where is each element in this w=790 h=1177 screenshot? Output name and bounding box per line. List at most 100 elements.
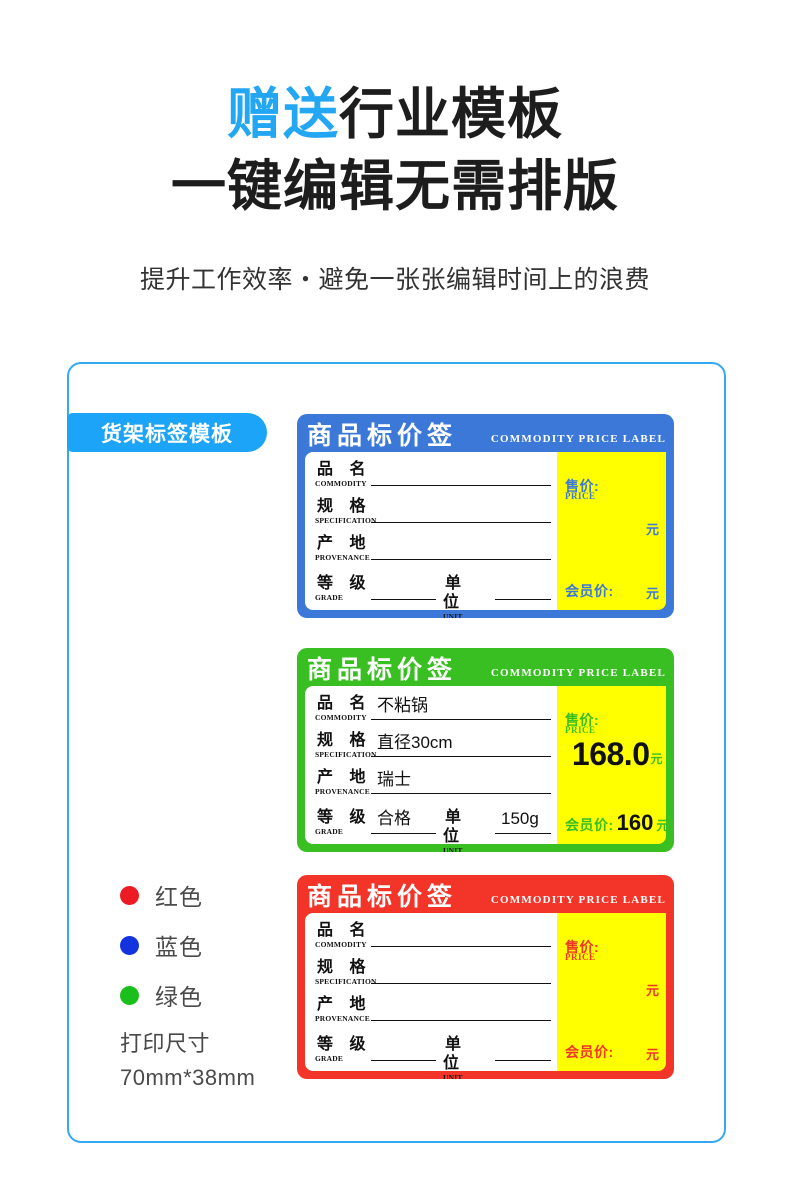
field-label-en: PROVENANCE: [315, 1014, 370, 1023]
label-fields-blue: 品 名 COMMODITY 规 格 SPECIFICATION: [305, 452, 557, 618]
label-header-blue: 商品标价签 COMMODITY PRICE LABEL: [297, 414, 674, 456]
label-title-green: 商品标价签: [307, 656, 458, 684]
member-price-yuan-red: 元: [645, 1047, 659, 1062]
member-price-red: 会员价:: [565, 1037, 617, 1063]
field-underline: [371, 559, 551, 560]
field-label-unit-green: 单 位 UNIT: [443, 808, 495, 852]
field-label-cn: 规 格: [317, 732, 372, 749]
price-amount-green-wrap: 168.0元: [561, 736, 663, 777]
field-label-en: COMMODITY: [315, 940, 367, 949]
legend-item-blue: 蓝色: [120, 920, 203, 970]
headline-line-1: 赠送行业模板: [0, 78, 790, 150]
field-underline: [371, 485, 551, 486]
field-label-grade-blue: 等 级 GRADE: [315, 574, 373, 602]
field-label-cn: 单 位: [443, 809, 468, 845]
field-underline-unit: [495, 1060, 551, 1061]
page-headline: 赠送行业模板 一键编辑无需排版: [0, 78, 790, 222]
price-sell-label-en-blue: PRICE: [565, 491, 596, 501]
color-dot-red-icon: [120, 885, 139, 905]
field-label-en: PROVENANCE: [315, 553, 370, 562]
legend-label-red: 红色: [155, 884, 203, 910]
field-label-en: PROVENANCE: [315, 787, 370, 796]
field-label-en: UNIT: [443, 612, 463, 618]
color-legend: 红色 蓝色 绿色: [120, 870, 203, 1020]
label-header-green: 商品标价签 COMMODITY PRICE LABEL: [297, 648, 674, 690]
member-price-green: 会员价: 160 元: [565, 810, 670, 836]
field-value-unit-green[interactable]: 150g: [501, 809, 539, 828]
field-label-commodity-blue: 品 名 COMMODITY: [315, 460, 373, 488]
member-price-label: 会员价:: [565, 583, 614, 599]
price-label-green[interactable]: 商品标价签 COMMODITY PRICE LABEL 品 名 COMMODIT…: [297, 648, 674, 852]
label-body-blue: 品 名 COMMODITY 规 格 SPECIFICATION: [305, 452, 666, 618]
label-body-red: 品 名 COMMODITY 规 格 SPECIFICATION: [305, 913, 666, 1079]
field-label-cn: 单 位: [443, 1036, 468, 1072]
field-label-cn: 单 位: [443, 575, 468, 611]
price-yuan-blue: 元: [645, 522, 659, 537]
field-label-en: SPECIFICATION: [315, 516, 377, 525]
field-label-cn: 品 名: [317, 922, 372, 939]
legend-item-red: 红色: [120, 870, 203, 920]
field-underline: [371, 793, 551, 794]
field-label-en: UNIT: [443, 846, 463, 852]
field-label-grade-green: 等 级 GRADE: [315, 808, 373, 836]
price-amount-green[interactable]: 168.0: [571, 736, 650, 772]
field-value-provenance-green[interactable]: 瑞士: [377, 770, 411, 789]
field-label-specification-blue: 规 格 SPECIFICATION: [315, 497, 377, 525]
field-label-en: GRADE: [315, 593, 344, 602]
legend-item-green: 绿色: [120, 970, 203, 1020]
member-price-blue: 会员价:: [565, 576, 617, 602]
field-label-en: COMMODITY: [315, 479, 367, 488]
field-underline-unit: [495, 833, 551, 834]
headline-accent: 赠送: [226, 83, 339, 145]
field-label-cn: 规 格: [317, 498, 372, 515]
field-label-cn: 品 名: [317, 461, 372, 478]
field-label-provenance-blue: 产 地 PROVENANCE: [315, 534, 373, 562]
price-sell-label-en-green: PRICE: [565, 725, 596, 735]
print-size-value: 70mm*38mm: [120, 1065, 256, 1090]
field-label-en: UNIT: [443, 1073, 463, 1079]
price-sell-label-cn-red: 售价:: [565, 939, 600, 955]
field-label-en: SPECIFICATION: [315, 977, 377, 986]
field-label-specification-green: 规 格 SPECIFICATION: [315, 731, 377, 759]
member-price-label: 会员价:: [565, 817, 614, 833]
field-underline: [371, 946, 551, 947]
field-label-en: GRADE: [315, 1054, 344, 1063]
field-label-commodity-green: 品 名 COMMODITY: [315, 694, 373, 722]
member-price-label: 会员价:: [565, 1044, 614, 1060]
print-size-title: 打印尺寸: [120, 1031, 211, 1056]
headline-line-2: 一键编辑无需排版: [170, 155, 619, 217]
price-label-red[interactable]: 商品标价签 COMMODITY PRICE LABEL 品 名 COMMODIT…: [297, 875, 674, 1079]
member-price-value[interactable]: 160: [616, 810, 654, 835]
color-dot-green-icon: [120, 985, 139, 1005]
field-label-cn: 品 名: [317, 695, 372, 712]
price-yuan-green: 元: [650, 752, 662, 766]
field-value-commodity-green[interactable]: 不粘锅: [377, 696, 428, 715]
field-label-provenance-green: 产 地 PROVENANCE: [315, 768, 373, 796]
field-label-cn: 产 地: [317, 769, 372, 786]
field-label-provenance-red: 产 地 PROVENANCE: [315, 995, 373, 1023]
legend-label-green: 绿色: [155, 984, 203, 1010]
field-label-cn: 等 级: [317, 575, 372, 592]
field-value-specification-green[interactable]: 直径30cm: [377, 733, 453, 752]
member-price-yuan-blue: 元: [645, 586, 659, 601]
field-label-cn: 等 级: [317, 809, 372, 826]
tab-shelf-label-template[interactable]: 货架标签模板: [67, 413, 267, 452]
field-label-commodity-red: 品 名 COMMODITY: [315, 921, 373, 949]
field-label-unit-red: 单 位 UNIT: [443, 1035, 495, 1079]
price-label-blue[interactable]: 商品标价签 COMMODITY PRICE LABEL 品 名 COMMODIT…: [297, 414, 674, 618]
color-dot-blue-icon: [120, 935, 139, 955]
field-label-en: GRADE: [315, 827, 344, 836]
field-value-grade-green[interactable]: 合格: [377, 809, 411, 828]
label-english-title-green: COMMODITY PRICE LABEL: [490, 667, 666, 679]
field-underline: [371, 1020, 551, 1021]
label-fields-green: 品 名 COMMODITY 不粘锅 规 格 SPECIFICATION 直径30…: [305, 686, 557, 852]
member-price-yuan: 元: [656, 818, 670, 833]
field-label-specification-red: 规 格 SPECIFICATION: [315, 958, 377, 986]
print-size-info: 打印尺寸 70mm*38mm: [120, 1027, 255, 1095]
page-subtitle: 提升工作效率・避免一张张编辑时间上的浪费: [139, 266, 650, 294]
price-sell-label-en-red: PRICE: [565, 952, 596, 962]
legend-label-blue: 蓝色: [155, 934, 203, 960]
field-label-en: SPECIFICATION: [315, 750, 377, 759]
field-underline: [371, 719, 551, 720]
price-sell-label-cn-blue: 售价:: [565, 478, 600, 494]
